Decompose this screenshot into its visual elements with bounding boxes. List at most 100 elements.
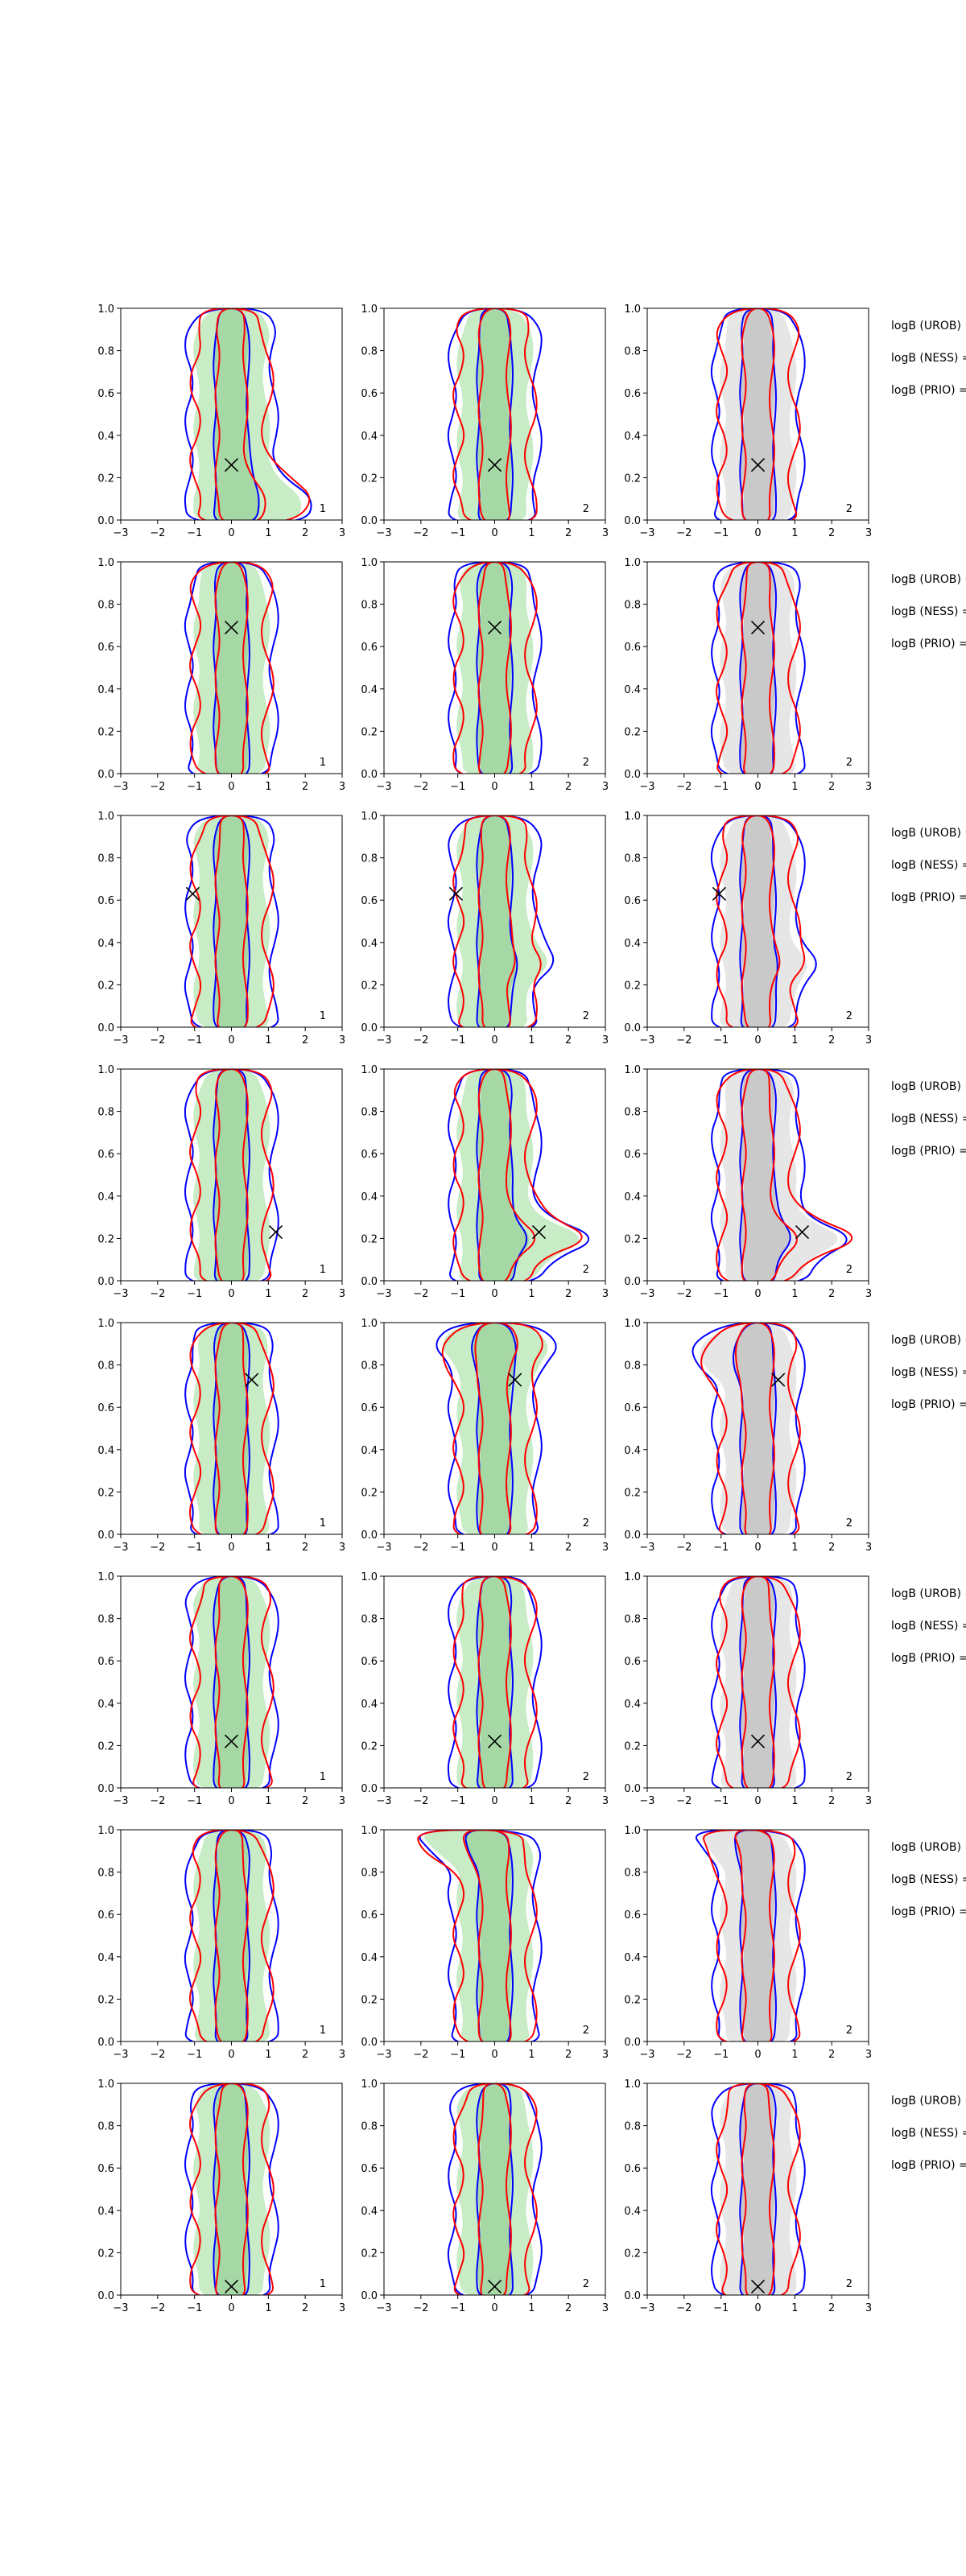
x-tick-label: 1 (528, 527, 535, 539)
x-tick-label: 1 (791, 1034, 798, 1046)
y-tick-label: 0.8 (97, 2121, 114, 2133)
x-tick-label: −2 (676, 2049, 691, 2061)
y-tick-label: 0.2 (361, 1740, 378, 1752)
x-tick-label: 2 (565, 1288, 572, 1300)
x-tick-label: −1 (187, 1288, 202, 1300)
y-tick-label: 0.8 (624, 1614, 641, 1626)
y-tick-label: 0.0 (97, 1022, 114, 1034)
x-tick-label: −3 (113, 1795, 128, 1807)
y-tick-label: 0.6 (624, 388, 641, 400)
x-tick-label: −1 (450, 1542, 465, 1554)
density-fill-inner (741, 308, 775, 520)
panel-corner-label: 2 (583, 1010, 589, 1022)
x-tick-label: −3 (113, 1034, 128, 1046)
x-tick-label: −2 (413, 2302, 428, 2314)
y-tick-label: 0.2 (361, 980, 378, 992)
x-tick-label: −3 (376, 2302, 391, 2314)
x-tick-label: −3 (376, 2049, 391, 2061)
panel-corner-label: 2 (583, 1264, 589, 1276)
panel-r3-c1: −3 −2 −1 0 1 2 30.00.20.40.60.81.01 (97, 811, 345, 1046)
x-tick-label: 1 (791, 1542, 798, 1554)
plot-area (184, 1830, 279, 2041)
x-tick-label: 1 (265, 1542, 271, 1554)
row-side-label: logB (NESS) = (891, 1620, 966, 1633)
y-tick-label: 0.2 (97, 1233, 114, 1245)
x-tick-label: −2 (676, 1034, 691, 1046)
y-tick-label: 0.6 (97, 642, 114, 654)
panel-corner-label: 2 (846, 2025, 852, 2037)
panel-corner-label: 1 (320, 2025, 326, 2037)
y-tick-label: 0.2 (97, 2248, 114, 2260)
panel-corner-label: 1 (320, 503, 326, 515)
panel-r2-c3: −3 −2 −1 0 1 2 3 0.0 0.2 0.4 0.6 0.8 1.0 2 (624, 557, 872, 793)
y-tick-label: 0.0 (624, 2290, 641, 2302)
y-tick-label: 0.6 (361, 1909, 378, 1922)
x-tick-label: 1 (791, 527, 798, 539)
y-tick-label: 0.2 (97, 1740, 114, 1752)
x-tick-label: −2 (150, 1542, 165, 1554)
density-fill-inner (741, 562, 775, 774)
y-tick-label: 0.0 (361, 1276, 378, 1288)
y-tick-label: 0.4 (624, 938, 641, 950)
y-tick-label: 0.8 (97, 1868, 114, 1880)
x-tick-label: 3 (339, 1288, 345, 1300)
y-tick-label: 0.4 (361, 938, 378, 950)
panel-r1-c2: −3 −2 −1 0 1 2 3 0.0 0.2 0.4 0.6 0.8 1.0 2 (361, 303, 609, 539)
x-tick-label: 1 (265, 2049, 271, 2061)
row-side-label: logB (PRIO) = (891, 891, 966, 904)
x-tick-label: −3 (639, 1288, 654, 1300)
x-tick-label: 0 (491, 1288, 497, 1300)
plot-area (436, 1323, 557, 1534)
x-tick-label: 2 (302, 2302, 308, 2314)
y-tick-label: 0.2 (361, 1233, 378, 1245)
y-tick-label: 0.8 (361, 1614, 378, 1626)
x-tick-label: −1 (187, 1034, 202, 1046)
y-tick-label: 0.0 (97, 515, 114, 527)
y-tick-label: 0.0 (624, 1022, 641, 1034)
plot-area (710, 1576, 806, 1788)
row-side-label: logB (UROB) = (891, 827, 966, 840)
row-side-label: logB (PRIO) = (891, 1398, 966, 1411)
y-tick-label: 0.0 (361, 2290, 378, 2302)
row-side-label: logB (UROB) = (891, 1080, 966, 1093)
y-tick-label: 0.6 (624, 2163, 641, 2175)
x-tick-label: 2 (828, 2302, 835, 2314)
x-tick-label: −2 (150, 781, 165, 793)
y-tick-label: 0.8 (97, 600, 114, 612)
x-tick-label: −1 (450, 781, 465, 793)
density-fill-inner (741, 815, 779, 1027)
panel-corner-label: 2 (846, 757, 852, 769)
true-value-marker (268, 1224, 283, 1240)
x-tick-label: −1 (187, 527, 202, 539)
panel-r1-c1: −3 −2 −1 0 1 2 30.00.20.40.60.81.01 (97, 303, 345, 539)
true-value-marker (487, 620, 502, 635)
x-tick-label: 3 (865, 527, 872, 539)
plot-area (184, 1069, 279, 1281)
y-tick-label: 0.2 (361, 2248, 378, 2260)
true-value-marker (531, 1224, 547, 1240)
density-fill-inner (214, 562, 249, 774)
y-tick-label: 1.0 (361, 811, 378, 823)
y-tick-label: 0.8 (361, 1107, 378, 1119)
x-tick-label: −2 (676, 781, 691, 793)
x-tick-label: −3 (376, 1542, 391, 1554)
x-tick-label: −2 (150, 1034, 165, 1046)
y-tick-label: 0.0 (97, 1783, 114, 1795)
panel-corner-label: 2 (846, 1517, 852, 1530)
y-tick-label: 0.8 (361, 2121, 378, 2133)
y-tick-label: 0.8 (361, 1868, 378, 1880)
x-tick-label: −3 (113, 527, 128, 539)
y-tick-label: 1.0 (624, 1571, 641, 1583)
y-tick-label: 0.4 (97, 431, 114, 443)
y-tick-label: 0.6 (624, 1149, 641, 1161)
y-tick-label: 0.2 (361, 1487, 378, 1499)
x-tick-label: −3 (113, 1288, 128, 1300)
x-tick-label: 0 (754, 2302, 761, 2314)
y-tick-label: 1.0 (624, 1825, 641, 1837)
x-tick-label: 2 (828, 1288, 835, 1300)
row-side-label: logB (NESS) = (891, 2127, 966, 2140)
x-tick-label: 2 (828, 781, 835, 793)
x-tick-label: 2 (828, 1034, 835, 1046)
row-side-label: logB (PRIO) = (891, 1652, 966, 1665)
y-tick-label: 0.6 (361, 895, 378, 907)
